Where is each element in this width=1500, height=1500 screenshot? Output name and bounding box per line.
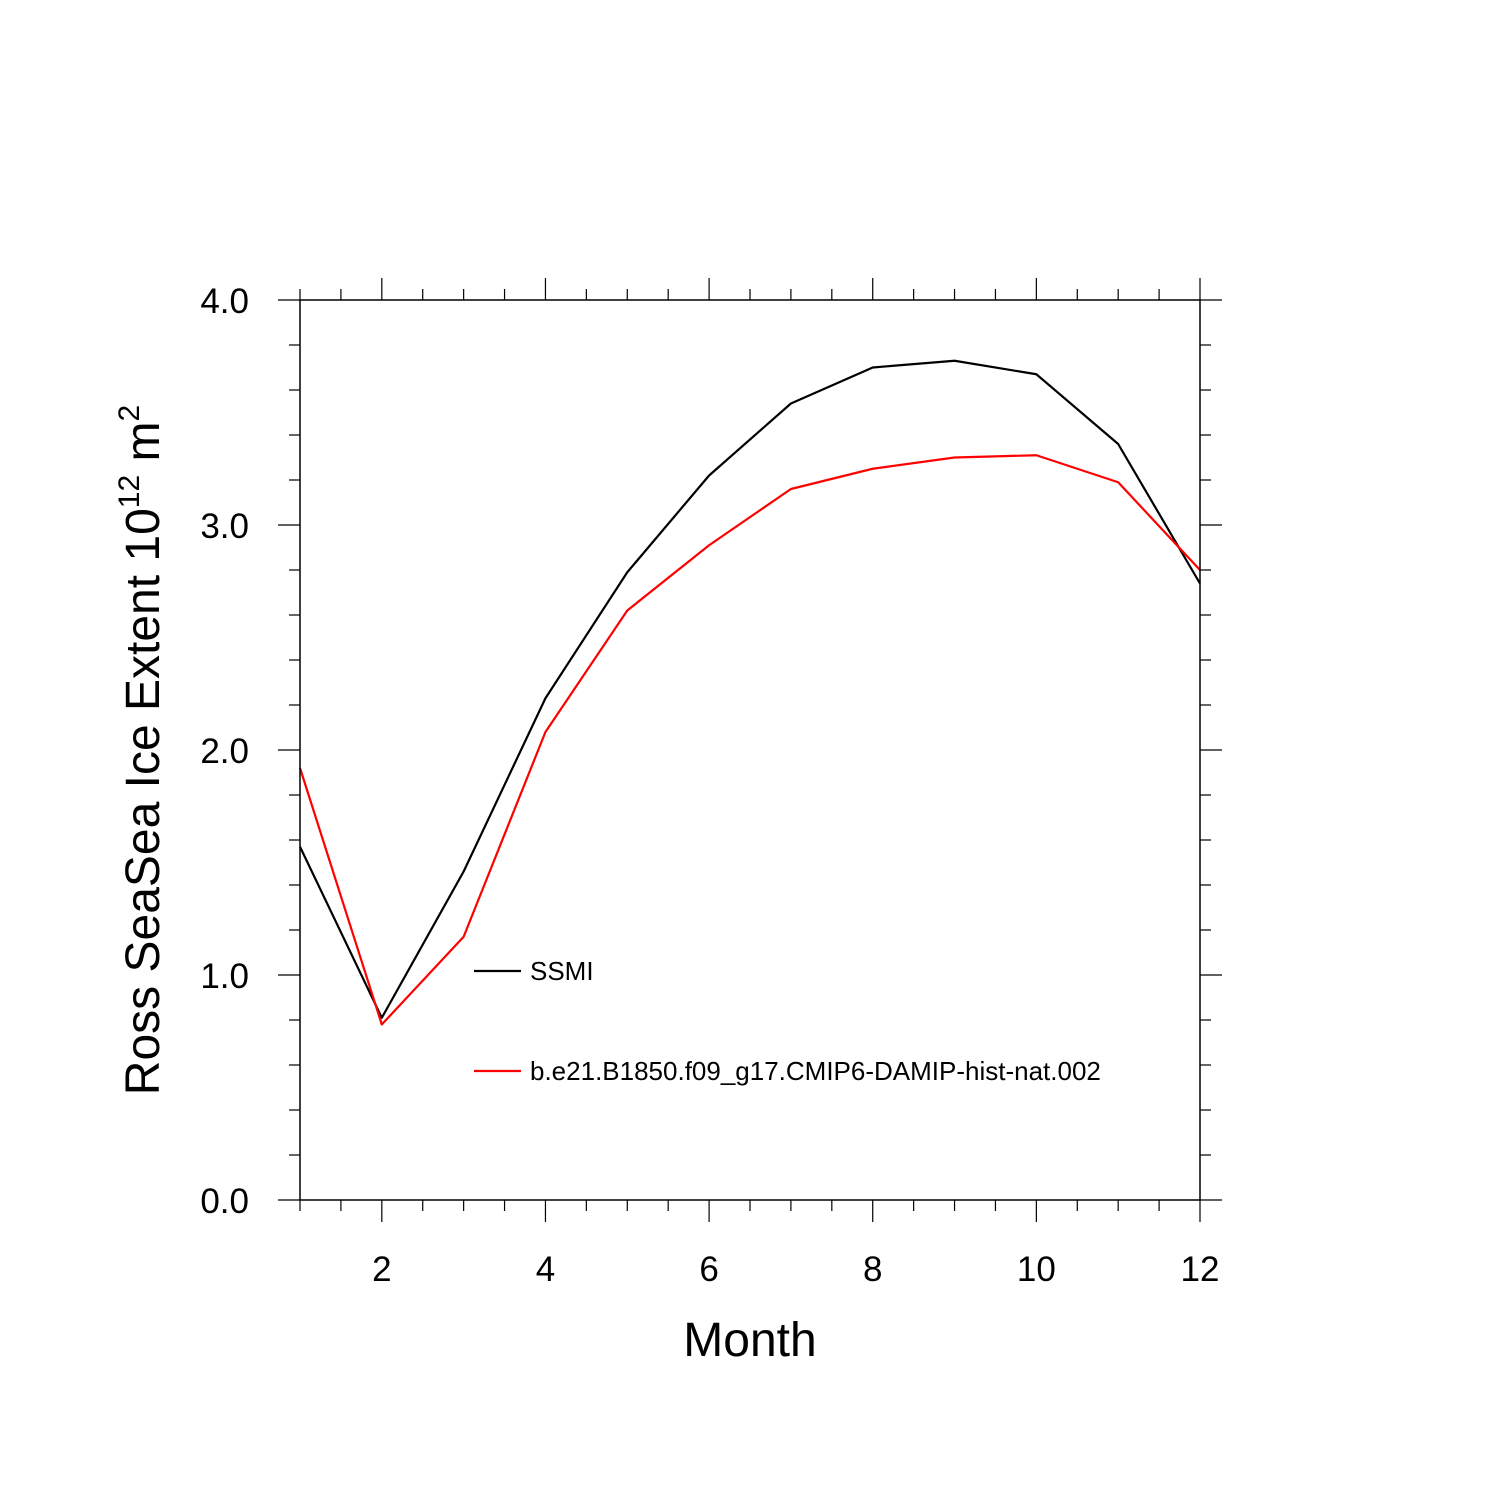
tick-labels: 2 4 6 8 10 12 0.0 1.0 2.0 3.0 4.0 bbox=[200, 282, 1219, 1289]
x-tick-label: 12 bbox=[1181, 1250, 1220, 1289]
x-tick-label: 8 bbox=[863, 1250, 882, 1289]
axis-ticks bbox=[278, 278, 1222, 1222]
x-tick-label: 6 bbox=[699, 1250, 718, 1289]
x-tick-label: 4 bbox=[536, 1250, 555, 1289]
x-tick-label: 2 bbox=[372, 1250, 391, 1289]
y-tick-label: 0.0 bbox=[200, 1182, 249, 1221]
series-line-1 bbox=[299, 359, 1201, 1019]
y-axis-title-exponent: 12 bbox=[113, 475, 146, 508]
x-axis-title: Month bbox=[683, 1314, 816, 1367]
y-tick-label: 3.0 bbox=[200, 507, 249, 546]
y-axis-title-unit: m bbox=[117, 421, 170, 474]
y-axis-title-unit-exponent: 2 bbox=[113, 405, 146, 422]
y-tick-label: 4.0 bbox=[200, 282, 249, 321]
y-tick-label: 2.0 bbox=[200, 732, 249, 771]
y-axis-title-prefix: Ross SeaSea Ice Extent 10 bbox=[117, 508, 170, 1095]
legend: SSMI b.e21.B1850.f09_g17.CMIP6-DAMIP-hist… bbox=[474, 956, 1101, 1086]
plot-frame bbox=[299, 299, 1201, 1201]
x-tick-label: 10 bbox=[1017, 1250, 1056, 1289]
y-axis-title: Ross SeaSea Ice Extent 1012 m2 bbox=[113, 405, 170, 1095]
y-tick-label: 1.0 bbox=[200, 957, 249, 996]
series-line-2 bbox=[298, 454, 1201, 1026]
series-lines bbox=[298, 359, 1201, 1026]
legend-label-2: b.e21.B1850.f09_g17.CMIP6-DAMIP-hist-nat… bbox=[530, 1056, 1101, 1086]
legend-label-1: SSMI bbox=[530, 956, 594, 986]
